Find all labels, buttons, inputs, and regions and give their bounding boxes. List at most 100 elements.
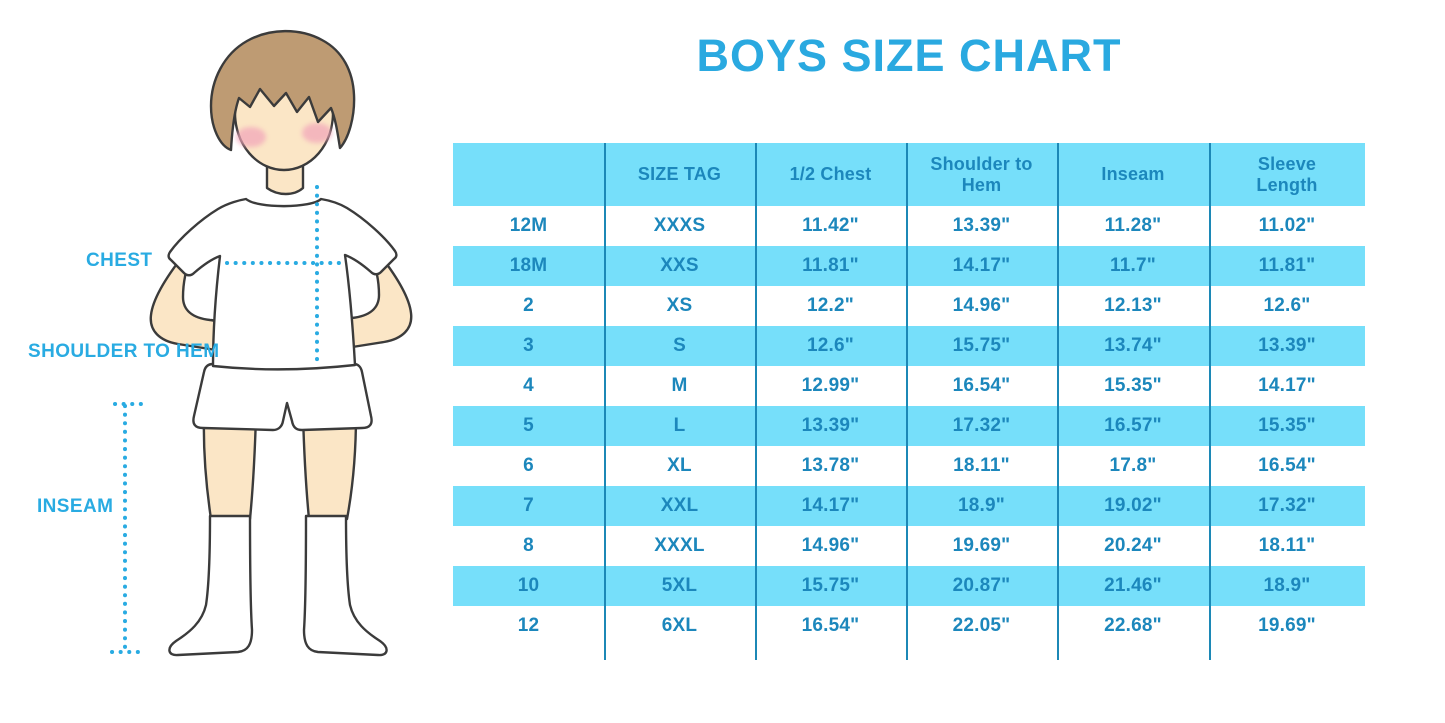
table-cell: 6XL xyxy=(661,615,698,636)
table-cell: 11.42" xyxy=(802,215,859,236)
column-divider xyxy=(604,143,606,660)
table-header-row: SIZE TAG 1/2 Chest Shoulder to Hem Inseam Sl… xyxy=(453,143,1365,206)
table-cell: 11.7" xyxy=(1110,255,1156,276)
leg-left xyxy=(202,413,258,521)
table-cell: 5XL xyxy=(661,575,698,596)
table-cell: 14.96" xyxy=(801,535,860,556)
inseam-label: INSEAM xyxy=(37,496,114,517)
table-cell: 12.13" xyxy=(1104,295,1162,316)
table-cell: 13.39" xyxy=(952,215,1011,236)
table-cell: 13.78" xyxy=(801,455,860,476)
table-row: 6 XL 13.78" 18.11" 17.8" 16.54" xyxy=(453,446,1365,486)
table-cell: 17.32" xyxy=(1258,495,1316,516)
table-row: 12M XXXS 11.42" 13.39" 11.28" 11.02" xyxy=(453,206,1365,246)
table-row: 3 S 12.6" 15.75" 13.74" 13.39" xyxy=(453,326,1365,366)
table-row: 5 L 13.39" 17.32" 16.57" 15.35" xyxy=(453,406,1365,446)
size-table: SIZE TAG 1/2 Chest Shoulder to Hem Inseam Sl… xyxy=(453,143,1365,660)
table-cell: 11.28" xyxy=(1104,215,1162,236)
chest-label: CHEST xyxy=(86,250,153,271)
page-title: BOYS SIZE CHART xyxy=(696,30,1122,81)
table-cell: 11.02" xyxy=(1258,215,1316,236)
table-cell: 11.81" xyxy=(802,255,859,276)
table-cell: 14.17" xyxy=(1258,375,1316,396)
table-cell: 8 xyxy=(523,535,534,556)
table-cell: 13.74" xyxy=(1104,335,1162,356)
table-cell: 22.05" xyxy=(952,615,1011,636)
column-divider xyxy=(1057,143,1059,660)
column-header xyxy=(453,143,604,206)
table-cell: 15.75" xyxy=(801,575,860,596)
table-cell: 10 xyxy=(517,575,540,596)
table-cell: 19.69" xyxy=(1258,615,1316,636)
table-row: 4 M 12.99" 16.54" 15.35" 14.17" xyxy=(453,366,1365,406)
hair xyxy=(209,29,356,152)
table-row: 12 6XL 16.54" 22.05" 22.68" 19.69" xyxy=(453,606,1365,646)
column-header: 1/2 Chest xyxy=(789,164,872,185)
table-cell: XXL xyxy=(660,495,699,516)
tshirt xyxy=(167,197,398,371)
table-cell: 12.2" xyxy=(807,295,854,316)
table-cell: 14.17" xyxy=(952,255,1011,276)
shorts xyxy=(192,362,373,432)
table-cell: 18.11" xyxy=(1258,535,1316,556)
table-cell: XS xyxy=(666,295,693,316)
table-cell: XXXS xyxy=(653,215,706,236)
table-cell: 21.46" xyxy=(1104,575,1162,596)
table-cell: 11.81" xyxy=(1258,255,1316,276)
table-cell: 16.54" xyxy=(801,615,860,636)
boy-illustration xyxy=(110,29,413,657)
table-cell: 3 xyxy=(523,335,534,356)
table-cell: 19.69" xyxy=(952,535,1011,556)
table-cell: 20.24" xyxy=(1104,535,1162,556)
table-cell: M xyxy=(671,375,688,396)
cheek-left xyxy=(236,127,266,147)
table-cell: 17.32" xyxy=(952,415,1011,436)
table-cell: 18.11" xyxy=(953,455,1010,476)
table-cell: 18.9" xyxy=(958,495,1005,516)
table-row: 18M XXS 11.81" 14.17" 11.7" 11.81" xyxy=(453,246,1365,286)
table-cell: 6 xyxy=(523,455,534,476)
table-cell: S xyxy=(673,335,686,356)
table-cell: 20.87" xyxy=(952,575,1011,596)
table-cell: 16.54" xyxy=(952,375,1011,396)
table-cell: 16.54" xyxy=(1258,455,1316,476)
table-cell: 18.9" xyxy=(1263,575,1311,596)
table-cell: 14.96" xyxy=(952,295,1011,316)
table-cell: XXXL xyxy=(654,535,705,556)
table-cell: XXS xyxy=(660,255,699,276)
column-divider xyxy=(906,143,908,660)
table-cell: 15.35" xyxy=(1258,415,1316,436)
table-cell: 7 xyxy=(523,495,534,516)
table-cell: 12.99" xyxy=(801,375,860,396)
table-cell: 14.17" xyxy=(801,495,860,516)
table-row: 2 XS 12.2" 14.96" 12.13" 12.6" xyxy=(453,286,1365,326)
table-cell: 18M xyxy=(509,255,548,276)
table-cell: XL xyxy=(667,455,692,476)
table-cell: 2 xyxy=(523,295,534,316)
shoulder-to-hem-label: SHOULDER TO HEM xyxy=(28,341,220,362)
column-divider xyxy=(755,143,757,660)
table-cell: 13.39" xyxy=(801,415,860,436)
table-cell: 12 xyxy=(517,615,540,636)
cheek-right xyxy=(302,123,332,143)
sock-left xyxy=(168,514,254,657)
column-divider xyxy=(1209,143,1211,660)
table-cell: 4 xyxy=(523,375,534,396)
table-cell: 12.6" xyxy=(807,335,854,356)
table-cell: 12M xyxy=(509,215,548,236)
table-cell: 15.35" xyxy=(1104,375,1162,396)
column-header: Shoulder to Hem xyxy=(930,153,1033,195)
column-header: SIZE TAG xyxy=(637,164,722,185)
column-header: Inseam xyxy=(1101,164,1165,185)
table-cell: 12.6" xyxy=(1263,295,1311,316)
table-cell: 16.57" xyxy=(1104,415,1162,436)
table-row: 10 5XL 15.75" 20.87" 21.46" 18.9" xyxy=(453,566,1365,606)
sock-right xyxy=(302,514,388,657)
table-cell: 19.02" xyxy=(1104,495,1162,516)
table-row: 7 XXL 14.17" 18.9" 19.02" 17.32" xyxy=(453,486,1365,526)
table-cell: 13.39" xyxy=(1258,335,1316,356)
table-cell: 15.75" xyxy=(952,335,1011,356)
table-row: 8 XXXL 14.96" 19.69" 20.24" 18.11" xyxy=(453,526,1365,566)
table-cell: 5 xyxy=(523,415,534,436)
table-cell: L xyxy=(673,415,686,436)
